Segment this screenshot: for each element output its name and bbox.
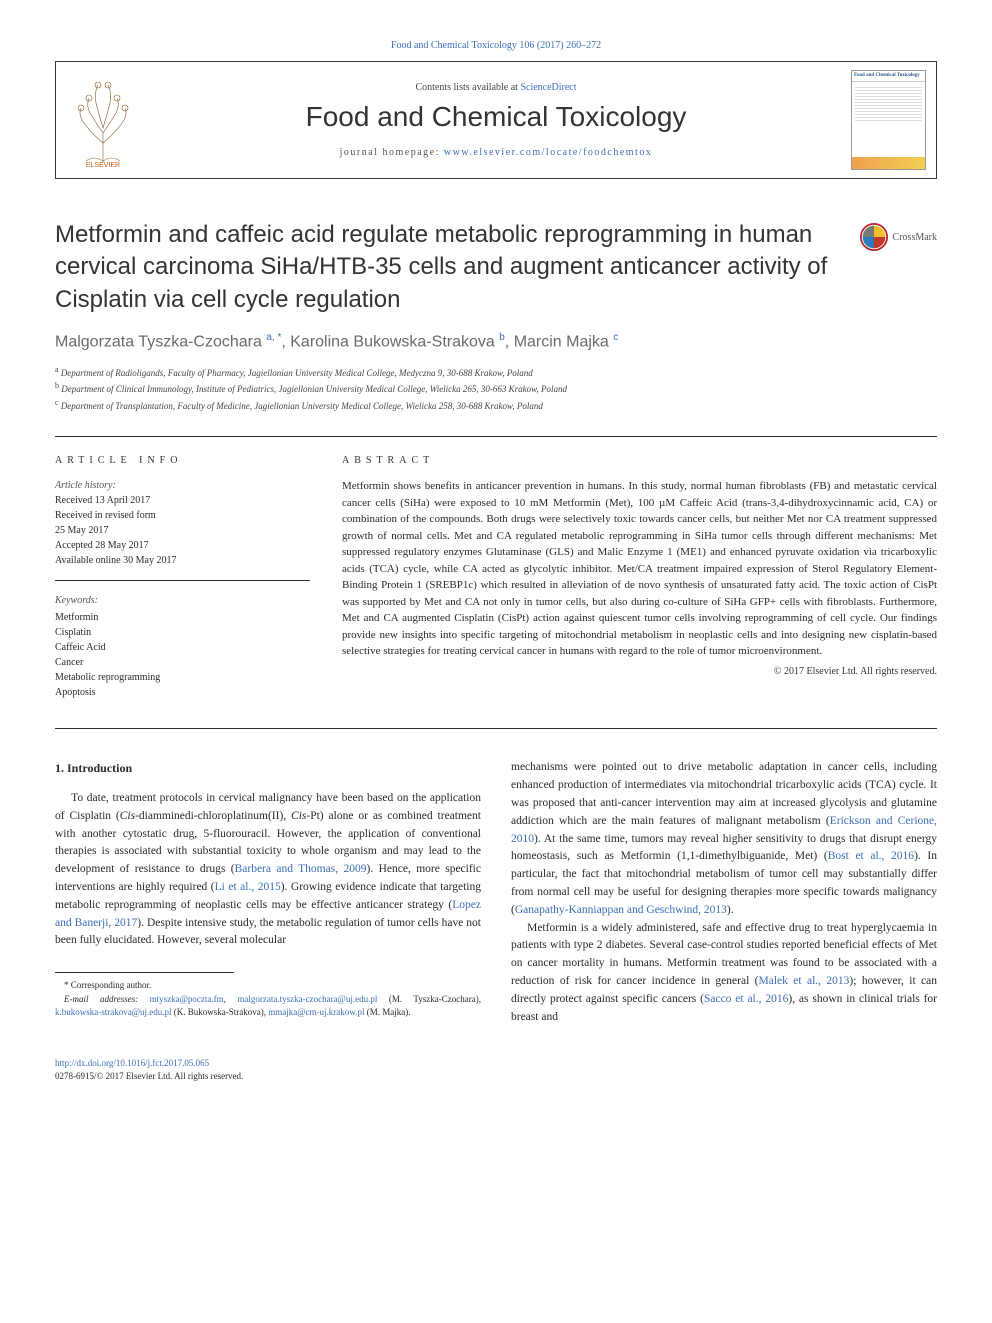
citation-header: Food and Chemical Toxicology 106 (2017) … bbox=[55, 40, 937, 51]
author-paren: (K. Bukowska-Strakova), bbox=[174, 1007, 266, 1017]
author-paren: (M. Tyszka-Czochara), bbox=[389, 994, 481, 1004]
journal-name: Food and Chemical Toxicology bbox=[151, 101, 841, 133]
keywords-block: Keywords: Metformin Cisplatin Caffeic Ac… bbox=[55, 593, 310, 700]
journal-header-box: ELSEVIER Contents lists available at Sci… bbox=[55, 61, 937, 179]
citation-link[interactable]: Bost et al., 2016 bbox=[828, 850, 914, 862]
email-link[interactable]: mmajka@cm-uj.krakow.pl bbox=[268, 1007, 364, 1017]
cover-thumb-body bbox=[852, 82, 925, 158]
email-addresses: E-mail addresses: mtyszka@poczta.fm, mal… bbox=[55, 993, 481, 1020]
issn-copyright: 0278-6915/© 2017 Elsevier Ltd. All right… bbox=[55, 1071, 243, 1081]
divider-full bbox=[55, 728, 937, 729]
citation-link[interactable]: Barbera and Thomas, 2009 bbox=[235, 863, 367, 875]
history-line: Accepted 28 May 2017 bbox=[55, 540, 149, 551]
elsevier-logo: ELSEVIER bbox=[66, 73, 141, 168]
italic-run: Cis bbox=[291, 810, 306, 822]
article-info-pane: ARTICLE INFO Article history: Received 1… bbox=[55, 455, 310, 700]
affiliation-line: b Department of Clinical Immunology, Ins… bbox=[55, 380, 937, 397]
text-run: ). bbox=[727, 904, 734, 916]
body-paragraph: mechanisms were pointed out to drive met… bbox=[511, 759, 937, 919]
author-paren: (M. Majka). bbox=[367, 1007, 411, 1017]
divider bbox=[55, 436, 937, 437]
citation-link[interactable]: Ganapathy-Kanniappan and Geschwind, 2013 bbox=[515, 904, 727, 916]
abstract-copyright: © 2017 Elsevier Ltd. All rights reserved… bbox=[342, 666, 937, 677]
cover-thumb-cell: Food and Chemical Toxicology bbox=[841, 62, 936, 178]
footnote-rule bbox=[55, 972, 234, 973]
crossmark-icon bbox=[860, 223, 888, 251]
italic-run: Cis bbox=[120, 810, 135, 822]
abstract-pane: ABSTRACT Metformin shows benefits in ant… bbox=[342, 455, 937, 700]
journal-header-center: Contents lists available at ScienceDirec… bbox=[151, 72, 841, 168]
publisher-logo-cell: ELSEVIER bbox=[56, 63, 151, 178]
corresponding-author: * Corresponding author. bbox=[55, 979, 481, 993]
keyword: Apoptosis bbox=[55, 687, 96, 698]
citation-link[interactable]: Food and Chemical Toxicology 106 (2017) … bbox=[391, 40, 601, 51]
email-label: E-mail addresses: bbox=[64, 994, 138, 1004]
history-line: Received 13 April 2017 bbox=[55, 495, 150, 506]
keywords-label: Keywords: bbox=[55, 593, 310, 608]
history-line: 25 May 2017 bbox=[55, 525, 108, 536]
sciencedirect-link[interactable]: ScienceDirect bbox=[520, 82, 576, 93]
citation-link[interactable]: Sacco et al., 2016 bbox=[704, 993, 788, 1005]
body-paragraph: Metformin is a widely administered, safe… bbox=[511, 920, 937, 1027]
keyword: Cancer bbox=[55, 657, 83, 668]
cover-thumb-title: Food and Chemical Toxicology bbox=[852, 71, 925, 82]
article-title: Metformin and caffeic acid regulate meta… bbox=[55, 219, 846, 316]
text-run: -diamminedi-chloroplatinum(II), bbox=[135, 810, 291, 822]
article-info-heading: ARTICLE INFO bbox=[55, 455, 310, 466]
affiliation-line: c Department of Transplantation, Faculty… bbox=[55, 397, 937, 414]
keyword: Cisplatin bbox=[55, 627, 91, 638]
crossmark-label: CrossMark bbox=[893, 232, 937, 243]
contents-lists-line: Contents lists available at ScienceDirec… bbox=[151, 82, 841, 93]
article-body: 1. Introduction To date, treatment proto… bbox=[55, 759, 937, 1026]
crossmark-badge[interactable]: CrossMark bbox=[860, 223, 937, 251]
citation-link[interactable]: Li et al., 2015 bbox=[215, 881, 281, 893]
body-paragraph: To date, treatment protocols in cervical… bbox=[55, 790, 481, 950]
homepage-link[interactable]: www.elsevier.com/locate/foodchemtox bbox=[444, 147, 652, 158]
citation-link[interactable]: Malek et al., 2013 bbox=[759, 975, 850, 987]
journal-cover-thumb: Food and Chemical Toxicology bbox=[851, 70, 926, 170]
history-label: Article history: bbox=[55, 480, 116, 491]
footnote-block: * Corresponding author. E-mail addresses… bbox=[55, 972, 481, 1020]
section-heading: 1. Introduction bbox=[55, 759, 481, 778]
cover-thumb-foot bbox=[852, 157, 925, 169]
svg-text:ELSEVIER: ELSEVIER bbox=[86, 162, 120, 168]
email-link[interactable]: mtyszka@poczta.fm bbox=[150, 994, 224, 1004]
article-history: Article history: Received 13 April 2017 … bbox=[55, 478, 310, 581]
keyword: Metformin bbox=[55, 612, 98, 623]
affiliations: a Department of Radioligands, Faculty of… bbox=[55, 364, 937, 415]
contents-prefix: Contents lists available at bbox=[415, 82, 520, 93]
affiliation-line: a Department of Radioligands, Faculty of… bbox=[55, 364, 937, 381]
abstract-heading: ABSTRACT bbox=[342, 455, 937, 466]
keyword: Caffeic Acid bbox=[55, 642, 106, 653]
abstract-text: Metformin shows benefits in anticancer p… bbox=[342, 478, 937, 660]
section-title: Introduction bbox=[67, 761, 132, 775]
authors-line: Malgorzata Tyszka-Czochara a, *, Karolin… bbox=[55, 332, 937, 351]
history-line: Available online 30 May 2017 bbox=[55, 555, 176, 566]
section-number: 1. bbox=[55, 761, 64, 775]
history-line: Received in revised form bbox=[55, 510, 156, 521]
email-link[interactable]: k.bukowska-strakova@uj.edu.pl bbox=[55, 1007, 172, 1017]
doi-link[interactable]: http://dx.doi.org/10.1016/j.fct.2017.05.… bbox=[55, 1058, 209, 1068]
doi-block: http://dx.doi.org/10.1016/j.fct.2017.05.… bbox=[55, 1057, 937, 1084]
homepage-prefix: journal homepage: bbox=[340, 147, 444, 158]
email-link[interactable]: malgorzata.tyszka-czochara@uj.edu.pl bbox=[237, 994, 377, 1004]
journal-homepage-line: journal homepage: www.elsevier.com/locat… bbox=[151, 147, 841, 158]
keyword: Metabolic reprogramming bbox=[55, 672, 160, 683]
